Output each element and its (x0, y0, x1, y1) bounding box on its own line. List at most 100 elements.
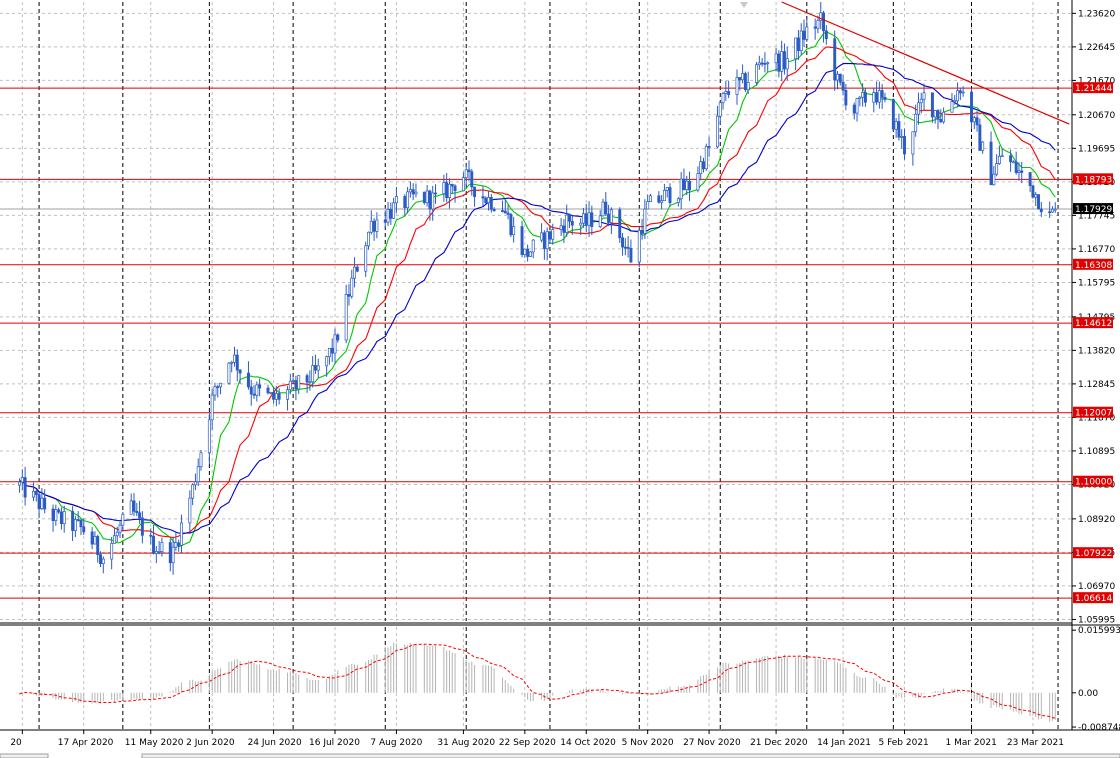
candle-body (598, 215, 602, 227)
candle-body (796, 37, 800, 51)
candle-body (930, 92, 934, 118)
candle-body (199, 452, 203, 468)
candle-body (953, 100, 957, 103)
time-tick-label: 14 Jan 2021 (817, 738, 871, 748)
candle-body (350, 277, 354, 297)
candle-body (291, 380, 295, 382)
candle-body (855, 98, 859, 114)
candle-body (411, 189, 415, 195)
candle-body (643, 208, 647, 234)
candle-body (313, 365, 317, 371)
candle-body (894, 121, 898, 130)
candle-body (132, 500, 136, 512)
candle-body (545, 231, 549, 250)
candle-body (249, 386, 253, 395)
candle-body (484, 197, 488, 204)
candle-body (188, 497, 192, 524)
candle-body (841, 81, 845, 91)
candle-body (149, 534, 153, 537)
candle-body (668, 187, 672, 203)
candle-body (112, 535, 116, 544)
candle-body (838, 73, 842, 83)
candle-body (685, 180, 689, 190)
candle-body (646, 201, 650, 210)
candle-body (819, 12, 823, 21)
candle-body (844, 89, 848, 106)
candle-body (442, 182, 446, 195)
candle-body (1000, 155, 1004, 158)
candle-body (238, 369, 242, 374)
candle-body (509, 214, 513, 236)
candle-body (470, 171, 474, 188)
osc-tick-label: -0.008748 (1078, 723, 1120, 733)
candle-body (347, 294, 351, 297)
oscillator-signal-line (19, 643, 1056, 719)
candle-body (461, 177, 465, 192)
candle-body (414, 191, 418, 195)
horizontal-level-lines (0, 87, 1072, 599)
candle-body (333, 334, 337, 354)
candle-body (355, 266, 359, 272)
candle-body (422, 191, 426, 204)
moving-average-fast (19, 31, 1056, 548)
candle-body (118, 524, 122, 533)
candle-body (707, 146, 711, 148)
time-tick-label: 14 Oct 2020 (560, 738, 616, 748)
level-label-box (1073, 317, 1113, 329)
candle-body (37, 494, 41, 510)
candle-body (916, 102, 920, 115)
candle-body (230, 361, 234, 364)
candle-body (246, 372, 250, 388)
candle-body (297, 375, 301, 390)
candle-body (568, 214, 571, 222)
candle-body (609, 209, 613, 223)
candle-body (90, 531, 94, 545)
candle-body (1039, 208, 1043, 213)
candle-body (34, 490, 38, 495)
candle-body (258, 384, 262, 389)
level-label-box (1073, 173, 1113, 185)
candle-body (453, 185, 457, 192)
price-tick-label: 1.23620 (1078, 9, 1115, 19)
price-tick-label: 1.10895 (1078, 447, 1115, 457)
candle-body (936, 110, 940, 120)
time-tick-label: 20 (10, 738, 22, 748)
candle-body (1014, 161, 1018, 173)
candle-body (623, 246, 627, 249)
candle-body (805, 26, 809, 40)
candle-body (755, 64, 759, 83)
price-tick-label: 1.12845 (1078, 380, 1115, 390)
candle-body (604, 201, 608, 215)
candle-body (590, 212, 594, 227)
time-tick-label: 17 Apr 2020 (58, 738, 114, 748)
price-tick-label: 1.11870 (1078, 413, 1115, 423)
candle-body (933, 110, 937, 118)
candle-body (325, 356, 329, 367)
candle-body (587, 212, 591, 226)
candle-body (216, 386, 220, 388)
candle-body (32, 490, 35, 498)
candle-body (897, 121, 901, 138)
candle-body (785, 58, 789, 70)
grid-lines (0, 2, 1072, 730)
osc-tick-label: 0.015993 (1078, 626, 1120, 636)
candle-body (233, 354, 236, 363)
candle-body (858, 96, 862, 99)
candle-body (559, 225, 563, 230)
candle-body (970, 91, 973, 123)
candle-body (679, 178, 683, 200)
level-label-box (1073, 592, 1113, 604)
candle-body (110, 543, 114, 560)
candlesticks (18, 1, 1057, 575)
level-label: 1.18793 (1075, 175, 1112, 185)
candle-body (121, 513, 125, 526)
candle-body (718, 102, 722, 117)
candle-body (715, 115, 719, 148)
candle-body (269, 391, 273, 394)
candle-body (57, 509, 61, 513)
candle-body (207, 419, 211, 454)
level-label: 1.21444 (1075, 84, 1112, 94)
candle-body (565, 214, 569, 233)
candle-body (950, 101, 954, 113)
